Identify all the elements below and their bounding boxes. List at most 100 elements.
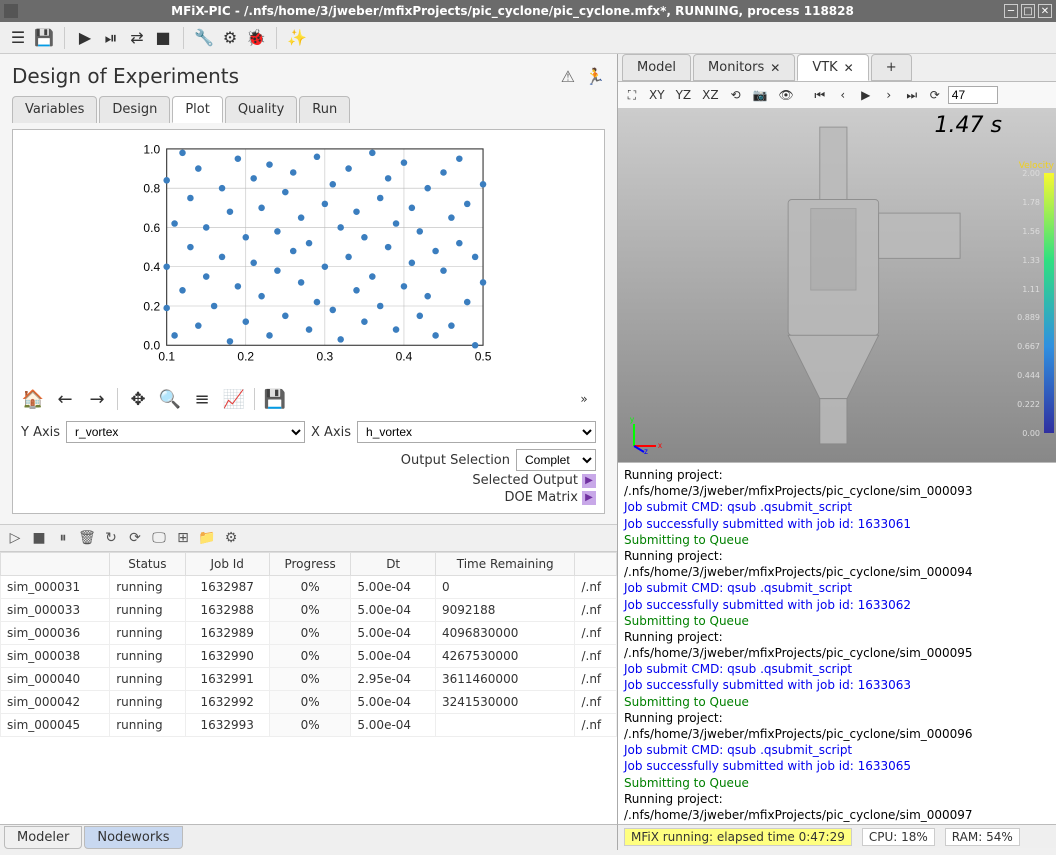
tab-+[interactable]: + <box>871 54 912 81</box>
vtk-view[interactable]: 1.47 s Velocity 2.001.781.561.331.110.88… <box>618 109 1056 462</box>
sim-refresh2-icon[interactable]: ⟳ <box>126 529 144 547</box>
close-icon[interactable]: ✕ <box>770 61 780 75</box>
expand-icon[interactable]: » <box>572 387 596 411</box>
right-tabs: ModelMonitors✕VTK✕+ <box>618 54 1056 82</box>
col-header[interactable] <box>1 553 110 576</box>
sim-stop-icon[interactable]: ■ <box>30 529 48 547</box>
col-header[interactable]: Job Id <box>185 553 269 576</box>
vtk-xy-icon[interactable]: XY <box>645 85 669 105</box>
close-icon[interactable]: ✕ <box>844 61 854 75</box>
vtk-camera-icon[interactable]: 📷 <box>749 85 772 105</box>
table-row[interactable]: sim_000042running16329920%5.00e-04324153… <box>1 691 617 714</box>
warning-icon[interactable]: ⚠ <box>561 67 575 86</box>
col-header[interactable]: Time Remaining <box>435 553 574 576</box>
col-header[interactable]: Dt <box>351 553 436 576</box>
output-selection-label: Output Selection <box>401 453 510 468</box>
table-row[interactable]: sim_000033running16329880%5.00e-04909218… <box>1 599 617 622</box>
plot-toolbar: 🏠 ← → ✥ 🔍 ≡ 📈 💾 » <box>21 381 596 417</box>
vtk-last-icon[interactable]: ⏭ <box>902 85 922 105</box>
vtk-play-icon[interactable]: ▶ <box>856 85 876 105</box>
vtk-next-icon[interactable]: › <box>879 85 899 105</box>
back-icon[interactable]: ← <box>53 387 77 411</box>
table-row[interactable]: sim_000038running16329900%5.00e-04426753… <box>1 645 617 668</box>
doe-title: Design of Experiments <box>12 64 239 88</box>
sim-add-icon[interactable]: ⊞ <box>174 529 192 547</box>
sim-toolbar: ▷ ■ ⏸ 🗑 ↻ ⟳ 🖵 ⊞ 📁 ⚙ <box>0 525 617 552</box>
vtk-xz-icon[interactable]: XZ <box>698 85 722 105</box>
vtk-first-icon[interactable]: ⏮ <box>810 85 830 105</box>
sliders-icon[interactable]: ⚙ <box>218 26 242 50</box>
doe-tab-plot[interactable]: Plot <box>172 96 223 123</box>
yaxis-label: Y Axis <box>21 425 60 440</box>
config-icon[interactable]: ≡ <box>190 387 214 411</box>
svg-text:y: y <box>630 415 634 424</box>
sim-settings-icon[interactable]: ⚙ <box>222 529 240 547</box>
sim-play-icon[interactable]: ▷ <box>6 529 24 547</box>
wand-icon[interactable]: ✨ <box>285 26 309 50</box>
table-row[interactable]: sim_000036running16329890%5.00e-04409683… <box>1 622 617 645</box>
tab-monitors[interactable]: Monitors✕ <box>693 54 795 81</box>
vtk-rotate-icon[interactable]: ⟲ <box>726 85 746 105</box>
col-header[interactable] <box>575 553 617 576</box>
save-icon[interactable]: 💾 <box>32 26 56 50</box>
doe-tab-run[interactable]: Run <box>299 96 350 123</box>
output-selection-select[interactable]: Complet <box>516 449 596 471</box>
play-icon[interactable]: ▶ <box>73 26 97 50</box>
yaxis-select[interactable]: r_vortex <box>66 421 305 443</box>
maximize-button[interactable]: □ <box>1021 4 1035 18</box>
pan-icon[interactable]: ✥ <box>126 387 150 411</box>
forward-icon[interactable]: → <box>85 387 109 411</box>
sim-table[interactable]: StatusJob IdProgressDtTime Remainingsim_… <box>0 552 617 824</box>
console[interactable]: Running project: /.nfs/home/3/jweber/mfi… <box>618 462 1056 824</box>
menu-icon[interactable]: ☰ <box>6 26 30 50</box>
vtk-yz-icon[interactable]: YZ <box>672 85 696 105</box>
colorbar: Velocity 2.001.781.561.331.110.8890.6670… <box>1014 161 1054 435</box>
tab-model[interactable]: Model <box>622 54 691 81</box>
close-button[interactable]: ✕ <box>1038 4 1052 18</box>
doe-tab-quality[interactable]: Quality <box>225 96 297 123</box>
sim-delete-icon[interactable]: 🗑 <box>78 529 96 547</box>
xaxis-select[interactable]: h_vortex <box>357 421 596 443</box>
minimize-button[interactable]: ─ <box>1004 4 1018 18</box>
sim-pause-icon[interactable]: ⏸ <box>54 529 72 547</box>
window-title: MFiX-PIC - /.nfs/home/3/jweber/mfixProje… <box>24 4 1001 18</box>
save-plot-icon[interactable]: 💾 <box>263 387 287 411</box>
axes-widget: y x z <box>626 414 666 454</box>
chart-icon[interactable]: 📈 <box>222 387 246 411</box>
doe-matrix-arrow-icon[interactable]: ▶ <box>582 491 596 505</box>
console-line: Submitting to Queue <box>624 532 1050 548</box>
tab-vtk[interactable]: VTK✕ <box>797 54 868 81</box>
console-line: Job submit CMD: qsub .qsubmit_script <box>624 742 1050 758</box>
loop-icon[interactable]: ⇄ <box>125 26 149 50</box>
bottom-tab-modeler[interactable]: Modeler <box>4 826 82 849</box>
doe-tab-variables[interactable]: Variables <box>12 96 97 123</box>
doe-tab-design[interactable]: Design <box>99 96 170 123</box>
vtk-eye-icon[interactable]: 👁 <box>775 85 798 105</box>
run-icon[interactable]: 🏃 <box>585 67 605 86</box>
vtk-prev-icon[interactable]: ‹ <box>833 85 853 105</box>
vtk-frame-input[interactable] <box>948 86 998 104</box>
main-toolbar: ☰ 💾 ▶ ⏯ ⇄ ■ 🔧 ⚙ 🐞 ✨ <box>0 22 1056 54</box>
svg-text:0.2: 0.2 <box>143 299 160 313</box>
step-icon[interactable]: ⏯ <box>99 26 123 50</box>
col-header[interactable]: Status <box>110 553 185 576</box>
table-row[interactable]: sim_000045running16329930%5.00e-04/.nf <box>1 714 617 737</box>
vtk-loop-icon[interactable]: ⟳ <box>925 85 945 105</box>
zoom-icon[interactable]: 🔍 <box>158 387 182 411</box>
sim-refresh1-icon[interactable]: ↻ <box>102 529 120 547</box>
svg-text:0.4: 0.4 <box>396 350 413 364</box>
sim-folder-icon[interactable]: 📁 <box>198 529 216 547</box>
svg-text:0.5: 0.5 <box>475 350 492 364</box>
sim-screen-icon[interactable]: 🖵 <box>150 529 168 547</box>
col-header[interactable]: Progress <box>269 553 351 576</box>
bottom-tab-nodeworks[interactable]: Nodeworks <box>84 826 182 849</box>
selected-output-arrow-icon[interactable]: ▶ <box>582 474 596 488</box>
table-row[interactable]: sim_000031running16329870%5.00e-040/.nf <box>1 576 617 599</box>
wrench-icon[interactable]: 🔧 <box>192 26 216 50</box>
home-icon[interactable]: 🏠 <box>21 387 45 411</box>
vtk-persp-icon[interactable]: ⛶ <box>622 85 642 105</box>
table-row[interactable]: sim_000040running16329910%2.95e-04361146… <box>1 668 617 691</box>
bug-icon[interactable]: 🐞 <box>244 26 268 50</box>
stop-icon[interactable]: ■ <box>151 26 175 50</box>
doe-panel: Design of Experiments ⚠ 🏃 VariablesDesig… <box>0 54 617 525</box>
